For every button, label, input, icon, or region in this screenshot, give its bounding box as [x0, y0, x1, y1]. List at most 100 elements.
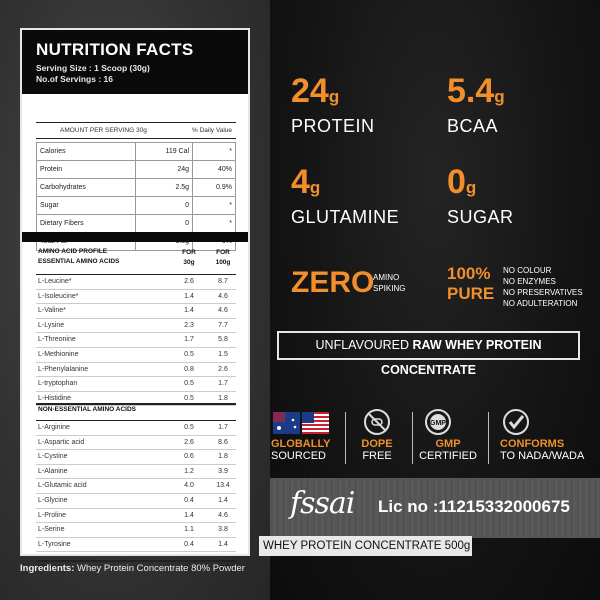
amino-cell-v100: 1.8 — [218, 453, 228, 461]
badge-gmp-certified: GMP CERTIFIED — [419, 438, 477, 462]
product-type-banner: UNFLAVOURED RAW WHEY PROTEIN CONCENTRATE — [277, 331, 580, 377]
stat-bcaa-label: BCAA — [447, 116, 499, 136]
fssai-logo: fssai — [290, 486, 355, 521]
amino-cell-name: L-Proline — [38, 511, 67, 519]
amino-row: L-Methionine 0.5 1.5 — [36, 348, 236, 363]
amino-cell-v30: 0.5 — [184, 394, 194, 402]
nutrition-row: Carbohydrates 2.5g 0.9% — [36, 178, 236, 197]
amino-cell-name: L-Methionine — [38, 350, 79, 358]
col-30g-header: FOR 30g — [182, 249, 196, 266]
stat-glutamine-label: GLUTAMINE — [291, 207, 400, 227]
nutrition-cell-name: Calories — [36, 142, 136, 161]
amino-cell-v100: 2.6 — [218, 365, 228, 373]
gmp-seal-icon: GMP — [425, 409, 451, 435]
amino-row: L-Alanine 1.2 3.9 — [36, 465, 236, 480]
servings-count: No.of Servings : 16 — [36, 74, 113, 84]
stat-sugar-label: SUGAR — [447, 207, 514, 227]
amino-cell-v100: 4.6 — [218, 511, 228, 519]
nutrition-title: NUTRITION FACTS — [36, 40, 194, 59]
nutrition-cell-amount: 24g — [134, 160, 194, 179]
amino-cell-v100: 13.4 — [216, 482, 230, 490]
divider — [36, 138, 236, 139]
nutrition-cell-dv: 40% — [192, 160, 236, 179]
amino-cell-v30: 0.6 — [184, 453, 194, 461]
amino-cell-v30: 2.6 — [184, 278, 194, 285]
nutrition-body: AMOUNT PER SERVING 30g % Daily Value Cal… — [22, 94, 248, 572]
separator — [488, 412, 489, 464]
amino-row: L-Leucine* 2.6 8.7 — [36, 275, 236, 290]
stat-protein-value: 24g — [291, 72, 340, 110]
amino-cell-v30: 0.4 — [184, 540, 194, 548]
essential-amino-list: L-Leucine* 2.6 8.7 L-Isoleucine* 1.4 4.6 L-Val… — [36, 275, 236, 407]
amino-row: L-Glycine 0.4 1.4 — [36, 494, 236, 509]
amino-cell-v100: 1.5 — [218, 350, 228, 358]
product-net-weight-label: WHEY PROTEIN CONCENTRATE 500g — [259, 536, 472, 556]
amino-cell-v30: 0.5 — [184, 380, 194, 388]
pure-title: 100% PURE — [447, 264, 495, 303]
amino-cell-v30: 2.6 — [184, 438, 194, 446]
essential-amino-label: ESSENTIAL AMINO ACIDS — [38, 258, 120, 265]
amino-cell-name: L-Threonine — [38, 336, 76, 344]
amino-cell-v100: 1.7 — [218, 424, 228, 431]
amino-cell-name: L-Leucine* — [38, 278, 72, 285]
amino-cell-v100: 1.8 — [218, 394, 228, 402]
no-drugs-icon — [364, 409, 390, 435]
amino-cell-v30: 0.8 — [184, 365, 194, 373]
amino-cell-v30: 1.7 — [184, 336, 194, 344]
amino-row: L-Threonine 1.7 5.8 — [36, 333, 236, 348]
amino-row: L-Cystine 0.6 1.8 — [36, 450, 236, 465]
stat-glutamine-value: 4g — [291, 163, 321, 201]
amino-cell-name: L-Lysine — [38, 321, 65, 329]
amino-row: L-Arginine 0.5 1.7 — [36, 421, 236, 436]
divider — [36, 403, 236, 405]
serving-size: Serving Size : 1 Scoop (30g) — [36, 63, 150, 73]
amino-cell-name: L-Alanine — [38, 467, 68, 475]
zero-spiking-caption: AMINO SPIKING — [373, 273, 406, 293]
amino-cell-v30: 0.5 — [184, 350, 194, 358]
amino-row: L-Proline 1.4 4.6 — [36, 509, 236, 524]
nutrition-cell-dv: * — [192, 196, 236, 215]
amino-cell-v30: 1.4 — [184, 307, 194, 315]
amino-cell-v30: 1.4 — [184, 292, 194, 300]
amino-cell-name: L-Tyrosine — [38, 540, 71, 548]
nutrition-table: Calories 119 Cal * Protein 24g 40% Carbohydrat… — [36, 142, 236, 251]
amino-cell-v100: 7.7 — [218, 321, 228, 329]
amino-cell-v100: 4.6 — [218, 292, 228, 300]
divider — [36, 122, 236, 123]
bcaa-row: BCAA* 5.4 17.9 — [38, 565, 230, 572]
amino-profile-label: AMINO ACID PROFILE — [38, 248, 108, 255]
amino-cell-v30: 4.0 — [184, 482, 194, 490]
amino-cell-v30: 0.4 — [184, 496, 194, 504]
amino-cell-name: L-Cystine — [38, 453, 68, 461]
stat-protein-label: PROTEIN — [291, 116, 375, 136]
amino-row: L-Serine 1.1 3.8 — [36, 523, 236, 538]
amino-cell-v30: 1.2 — [184, 467, 194, 475]
nutrition-cell-name: Carbohydrates — [36, 178, 136, 197]
badge-dope-free: DOPE FREE — [361, 438, 393, 462]
nutrition-row: Dietary Fibers 0 * — [36, 214, 236, 233]
amino-header: AMINO ACID PROFILE ESSENTIAL AMINO ACIDS… — [36, 242, 236, 272]
ingredients-text: Whey Protein Concentrate 80% Powder — [74, 563, 245, 574]
amino-cell-v100: 1.4 — [218, 496, 228, 504]
nonessential-amino-label: NON-ESSENTIAL AMINO ACIDS — [38, 406, 136, 413]
nutrition-facts-card: NUTRITION FACTS Serving Size : 1 Scoop (… — [20, 28, 250, 572]
divider — [36, 274, 236, 275]
amino-row: L-Tyrosine 0.4 1.4 — [36, 538, 236, 553]
nutrition-row: Sugar 0 * — [36, 196, 236, 215]
amino-cell-name: L-Phenylalanine — [38, 365, 89, 373]
amino-cell-v100: 1.7 — [218, 380, 228, 388]
nutrition-cell-name: Dietary Fibers — [36, 214, 136, 233]
amino-cell-v100: 8.7 — [218, 278, 228, 285]
stat-bcaa-value: 5.4g — [447, 72, 505, 110]
badge-conforms-nada-wada: CONFORMS TO NADA/WADA — [500, 438, 585, 462]
amino-cell-name: L-Isoleucine* — [38, 292, 79, 300]
amino-cell-v30: 1.4 — [184, 511, 194, 519]
amount-header-row: AMOUNT PER SERVING 30g % Daily Value — [22, 124, 248, 138]
amino-cell-name: L-Serine — [38, 526, 65, 534]
amino-row: L-Isoleucine* 1.4 4.6 — [36, 290, 236, 305]
nonessential-amino-list: L-Arginine 0.5 1.7 L-Aspartic acid 2.6 8.6 L-C… — [36, 421, 236, 553]
check-badge-icon — [503, 409, 529, 435]
license-number: Lic no :11215332000675 — [378, 497, 570, 516]
amino-row: L-Histidine 0.5 1.8 — [36, 392, 236, 407]
nutrition-cell-name: Sugar — [36, 196, 136, 215]
